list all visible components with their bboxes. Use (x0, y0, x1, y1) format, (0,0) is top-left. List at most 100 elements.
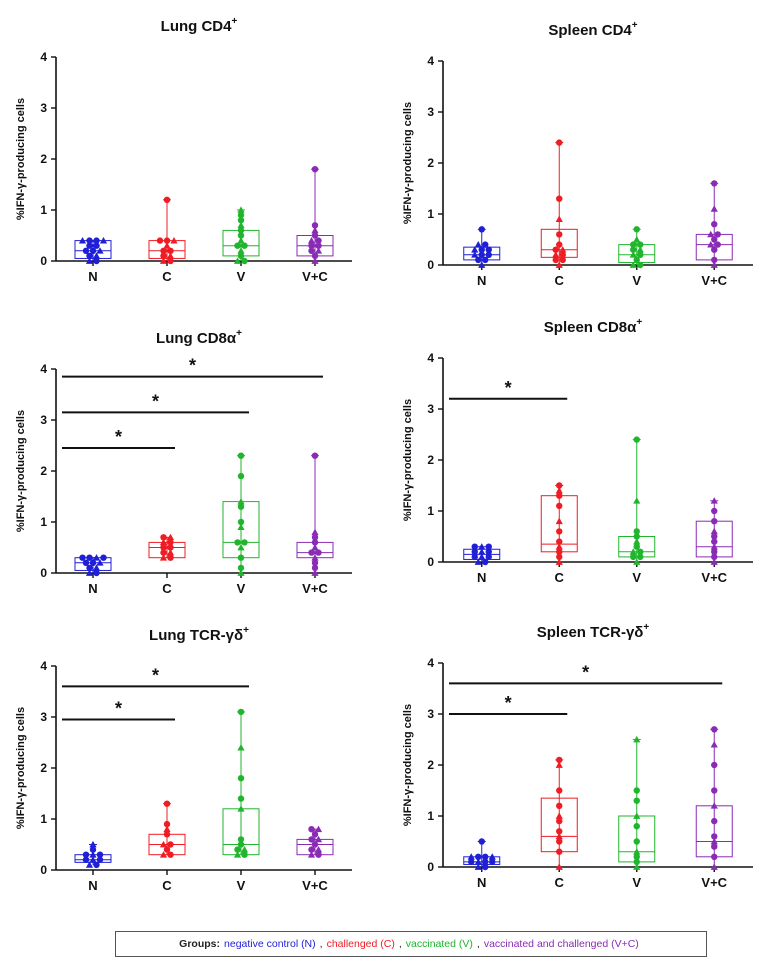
data-point (552, 256, 559, 264)
data-point (308, 549, 315, 556)
data-point (237, 227, 245, 234)
data-point (556, 817, 563, 825)
data-point (314, 835, 323, 843)
data-point (467, 853, 475, 860)
x-tick-label: V+C (302, 878, 328, 893)
data-point (311, 257, 319, 264)
data-point (89, 851, 97, 858)
data-point (555, 558, 563, 565)
data-point (79, 554, 86, 561)
data-point (556, 848, 563, 855)
data-point (555, 543, 563, 550)
legend-lead: Groups: (179, 938, 221, 950)
data-point (89, 856, 97, 863)
data-point (96, 559, 104, 566)
data-point (482, 241, 489, 248)
x-tick-label: N (88, 269, 97, 284)
data-point (237, 554, 245, 561)
data-point (159, 851, 168, 858)
data-point (711, 507, 718, 515)
box-iqr (74, 557, 112, 571)
chart-title-superscript: + (236, 328, 242, 339)
data-point (166, 252, 175, 259)
data-point (633, 543, 640, 550)
data-point (714, 231, 721, 238)
data-point (474, 558, 482, 565)
data-point (82, 247, 90, 254)
significance-marker: * (152, 391, 159, 411)
data-point (555, 517, 563, 525)
chart-panel-0: Lung CD4+ 0 1 2 3 4 %IFN-γ-producing cells N C V V… (15, 16, 352, 284)
chart-title: Spleen CD8α+ (544, 317, 643, 336)
y-tick-label: 0 (40, 566, 47, 580)
data-point (85, 861, 94, 868)
data-point (237, 247, 245, 254)
data-point (555, 812, 563, 819)
data-point (471, 548, 478, 555)
y-tick-label: 4 (40, 659, 47, 673)
y-tick-label: 3 (427, 402, 434, 416)
significance-marker: * (152, 665, 159, 685)
data-point (163, 831, 171, 838)
chart-title-superscript: + (231, 16, 237, 27)
data-point (170, 237, 178, 244)
y-axis-label: %IFN-γ-producing cells (15, 707, 27, 829)
box-iqr (222, 808, 260, 856)
data-point (86, 237, 93, 244)
data-point (556, 482, 563, 489)
data-point (559, 256, 566, 264)
data-point (556, 502, 563, 510)
data-point (471, 251, 479, 258)
data-point (633, 853, 640, 860)
data-point (475, 256, 482, 264)
x-tick-label: V (632, 273, 641, 288)
data-point (237, 805, 245, 812)
data-point (555, 761, 563, 768)
y-tick-label: 1 (427, 207, 434, 221)
data-point (167, 841, 174, 848)
legend-item-vc: vaccinated and challenged (V+C) (483, 938, 639, 950)
data-point (559, 251, 566, 258)
box-iqr (463, 856, 501, 865)
chart-title: Spleen TCR-γδ+ (537, 622, 650, 641)
data-point (311, 222, 319, 229)
data-point (559, 246, 567, 253)
data-point (633, 558, 641, 565)
data-point (637, 241, 644, 248)
data-point (637, 251, 644, 258)
data-point (471, 543, 478, 550)
data-point (633, 235, 641, 243)
data-point (237, 498, 245, 505)
chart-title-superscript: + (636, 317, 642, 328)
data-point (711, 236, 718, 243)
data-point (478, 261, 486, 268)
data-point (710, 837, 718, 845)
data-point (311, 543, 319, 551)
data-point (163, 196, 171, 203)
data-point (711, 533, 718, 540)
data-point (167, 851, 174, 858)
box-iqr (540, 228, 578, 258)
y-tick-label: 2 (40, 761, 47, 775)
chart-title: Spleen CD4+ (548, 20, 637, 39)
data-point (478, 838, 485, 845)
data-point (482, 558, 489, 566)
data-point (311, 166, 319, 173)
x-tick-label: V (237, 581, 246, 596)
data-point (471, 246, 479, 253)
x-tick-label: C (162, 581, 172, 596)
data-point (556, 538, 563, 545)
data-point (167, 554, 174, 561)
data-point (237, 564, 245, 572)
data-point (637, 261, 644, 269)
data-point (475, 853, 482, 860)
data-point (556, 787, 563, 794)
data-point (485, 246, 492, 253)
data-point (714, 241, 721, 248)
data-point (241, 851, 248, 858)
data-point (710, 527, 718, 535)
data-point (478, 246, 485, 253)
data-point (555, 832, 563, 840)
data-point (315, 549, 322, 556)
data-point (555, 215, 563, 222)
